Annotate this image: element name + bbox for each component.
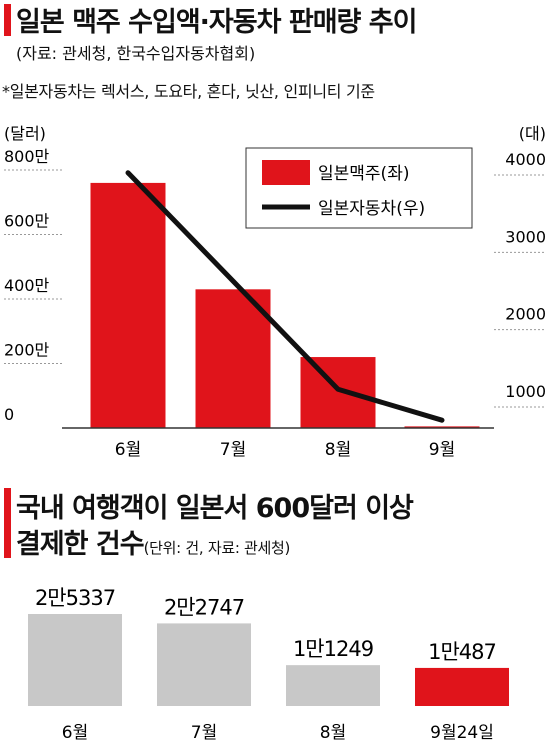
y-left-tick-label: 400만 (4, 276, 50, 295)
chart2-unit-note: (단위: 건, 자료: 관세청) (143, 539, 291, 557)
x-tick-label: 7월 (220, 440, 246, 460)
chart2-title-line2: 결제한 건수(단위: 건, 자료: 관세청) (16, 522, 290, 561)
title-accent-bar-2 (4, 488, 11, 558)
x-tick-label: 8월 (325, 440, 351, 460)
beer-bar (90, 182, 166, 428)
y-right-tick-label: 3000 (505, 227, 546, 246)
x-tick-label: 6월 (115, 440, 141, 460)
bar-value-label: 2만5337 (35, 586, 115, 610)
bar-value-label: 1만487 (428, 640, 496, 664)
chart1-source: (자료: 관세청, 한국수입자동차협회) (16, 44, 256, 63)
legend-label-beer: 일본맥주(좌) (318, 164, 409, 184)
payment-bar (286, 665, 380, 706)
y-right-tick-label: 4000 (505, 150, 546, 169)
bar-value-label: 2만2747 (164, 595, 244, 619)
title-accent-bar-1 (4, 4, 11, 36)
x-tick-label: 7월 (191, 723, 217, 743)
chart1-plot: (달러) (대) 0 200만 400만 600만 800만 1000 2000 3000 4000… (4, 124, 546, 460)
legend-swatch-beer (262, 160, 310, 185)
y-left-tick-label: 800만 (4, 147, 50, 166)
y-right-tick-label: 2000 (505, 305, 546, 324)
legend-label-cars: 일본자동차(우) (318, 199, 425, 219)
payment-bar (415, 667, 509, 706)
y-right-unit: (대) (519, 124, 546, 143)
y-left-unit: (달러) (4, 124, 46, 143)
y-right-tick-label: 1000 (505, 382, 546, 401)
beer-bar (195, 289, 271, 428)
chart2-title-line1: 국내 여행객이 일본서 600달러 이상 (16, 493, 414, 524)
beer-bar (300, 357, 376, 428)
chart1-note: *일본자동차는 렉서스, 도요타, 혼다, 닛산, 인피니티 기준 (2, 82, 375, 101)
chart2-title-main: 결제한 건수 (16, 529, 145, 560)
x-tick-label: 8월 (320, 723, 346, 743)
payment-bar (28, 614, 122, 706)
y-left-tick-label: 200만 (4, 341, 50, 360)
payment-bar (157, 623, 251, 706)
x-tick-label: 9월24일 (430, 723, 494, 743)
chart1-title: 일본 맥주 수입액·자동차 판매량 추이 (16, 7, 417, 38)
y-left-tick-label: 600만 (4, 212, 50, 231)
y-left-tick-label: 0 (4, 405, 14, 424)
bar-value-label: 1만1249 (293, 637, 373, 661)
car-sales-line (125, 170, 445, 423)
x-tick-label: 9월 (429, 440, 455, 460)
x-tick-label: 6월 (62, 723, 88, 743)
